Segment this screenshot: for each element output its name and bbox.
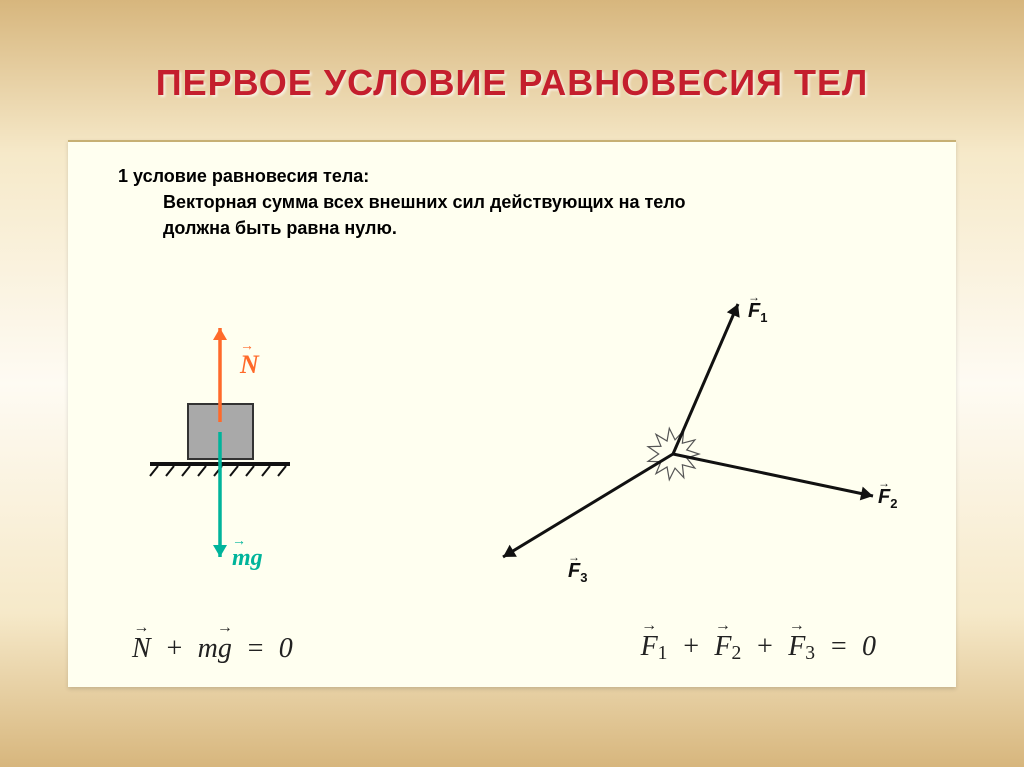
- slide-title: ПЕРВОЕ УСЛОВИЕ РАВНОВЕСИЯ ТЕЛ: [0, 62, 1024, 104]
- label-mg: → mg: [232, 539, 263, 572]
- label-mg-text: mg: [232, 545, 263, 571]
- equation-left: N + mg = 0: [132, 633, 293, 665]
- definition-line2: Векторная сумма всех внешних сил действу…: [163, 192, 916, 213]
- label-N-text: N: [240, 350, 259, 379]
- content-panel: 1 условие равновесия тела: Векторная сум…: [68, 140, 956, 687]
- label-F3: →F3: [568, 554, 587, 585]
- right-diagram: [428, 274, 908, 594]
- slide-root: ПЕРВОЕ УСЛОВИЕ РАВНОВЕСИЯ ТЕЛ 1 условие …: [0, 0, 1024, 767]
- left-diagram: [120, 284, 340, 594]
- definition-line3: должна быть равна нулю.: [163, 218, 397, 239]
- label-F2: →F2: [878, 480, 897, 511]
- equation-right: F1 + F2 + F3 = 0: [641, 631, 876, 665]
- label-N: → N: [240, 344, 259, 380]
- definition-line1: 1 условие равновесия тела:: [118, 166, 369, 187]
- label-F1: →F1: [748, 294, 767, 325]
